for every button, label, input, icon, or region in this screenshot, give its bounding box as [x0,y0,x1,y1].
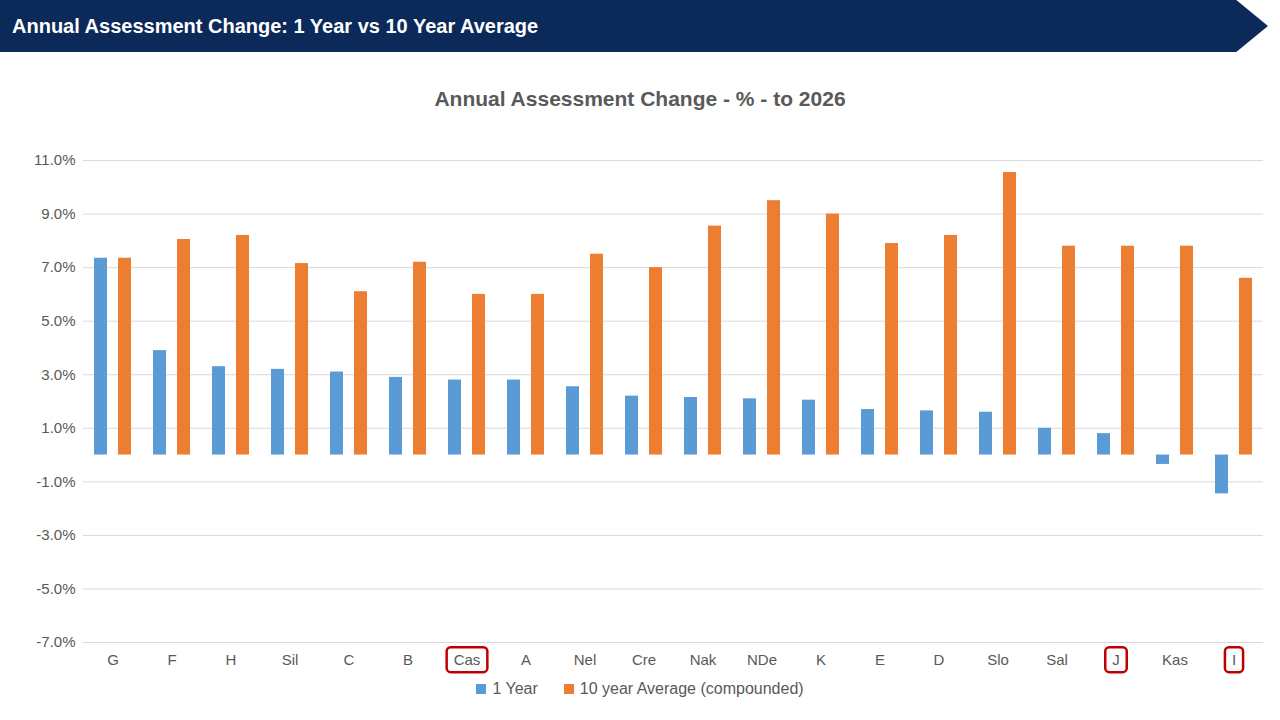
svg-text:Slo: Slo [987,651,1009,668]
svg-text:-7.0%: -7.0% [36,633,75,650]
svg-text:-1.0%: -1.0% [36,473,75,490]
svg-text:Nel: Nel [574,651,597,668]
svg-text:Sil: Sil [282,651,299,668]
html-text:1 Year: 1 Year [492,680,538,697]
svg-text:D: D [934,651,945,668]
svg-text:Cre: Cre [632,651,656,668]
svg-text:NDe: NDe [747,651,777,668]
svg-text:Nak: Nak [690,651,717,668]
svg-text:K: K [816,651,826,668]
svg-text:F: F [167,651,176,668]
svg-text:J: J [1112,651,1120,668]
html-text:10 year Average (compounded): 10 year Average (compounded) [579,680,804,697]
html-text:Annual Assessment Change: 1 Ye: Annual Assessment Change: 1 Year vs 10 Y… [12,15,539,37]
svg-text:C: C [344,651,355,668]
svg-text:I: I [1232,651,1236,668]
svg-text:5.0%: 5.0% [41,312,75,329]
svg-text:E: E [875,651,885,668]
svg-text:1.0%: 1.0% [41,419,75,436]
svg-text:A: A [521,651,531,668]
svg-text:-3.0%: -3.0% [36,526,75,543]
svg-text:Sal: Sal [1046,651,1068,668]
svg-text:11.0%: 11.0% [34,151,75,168]
svg-text:9.0%: 9.0% [41,205,75,222]
html-text:Annual Assessment Change - % -: Annual Assessment Change - % - to 2026 [434,87,846,110]
svg-text:Cas: Cas [454,651,481,668]
svg-text:B: B [403,651,413,668]
svg-text:-5.0%: -5.0% [36,580,75,597]
svg-text:3.0%: 3.0% [41,366,75,383]
svg-text:G: G [107,651,119,668]
svg-text:Kas: Kas [1162,651,1188,668]
svg-text:H: H [226,651,237,668]
svg-text:7.0%: 7.0% [41,258,75,275]
